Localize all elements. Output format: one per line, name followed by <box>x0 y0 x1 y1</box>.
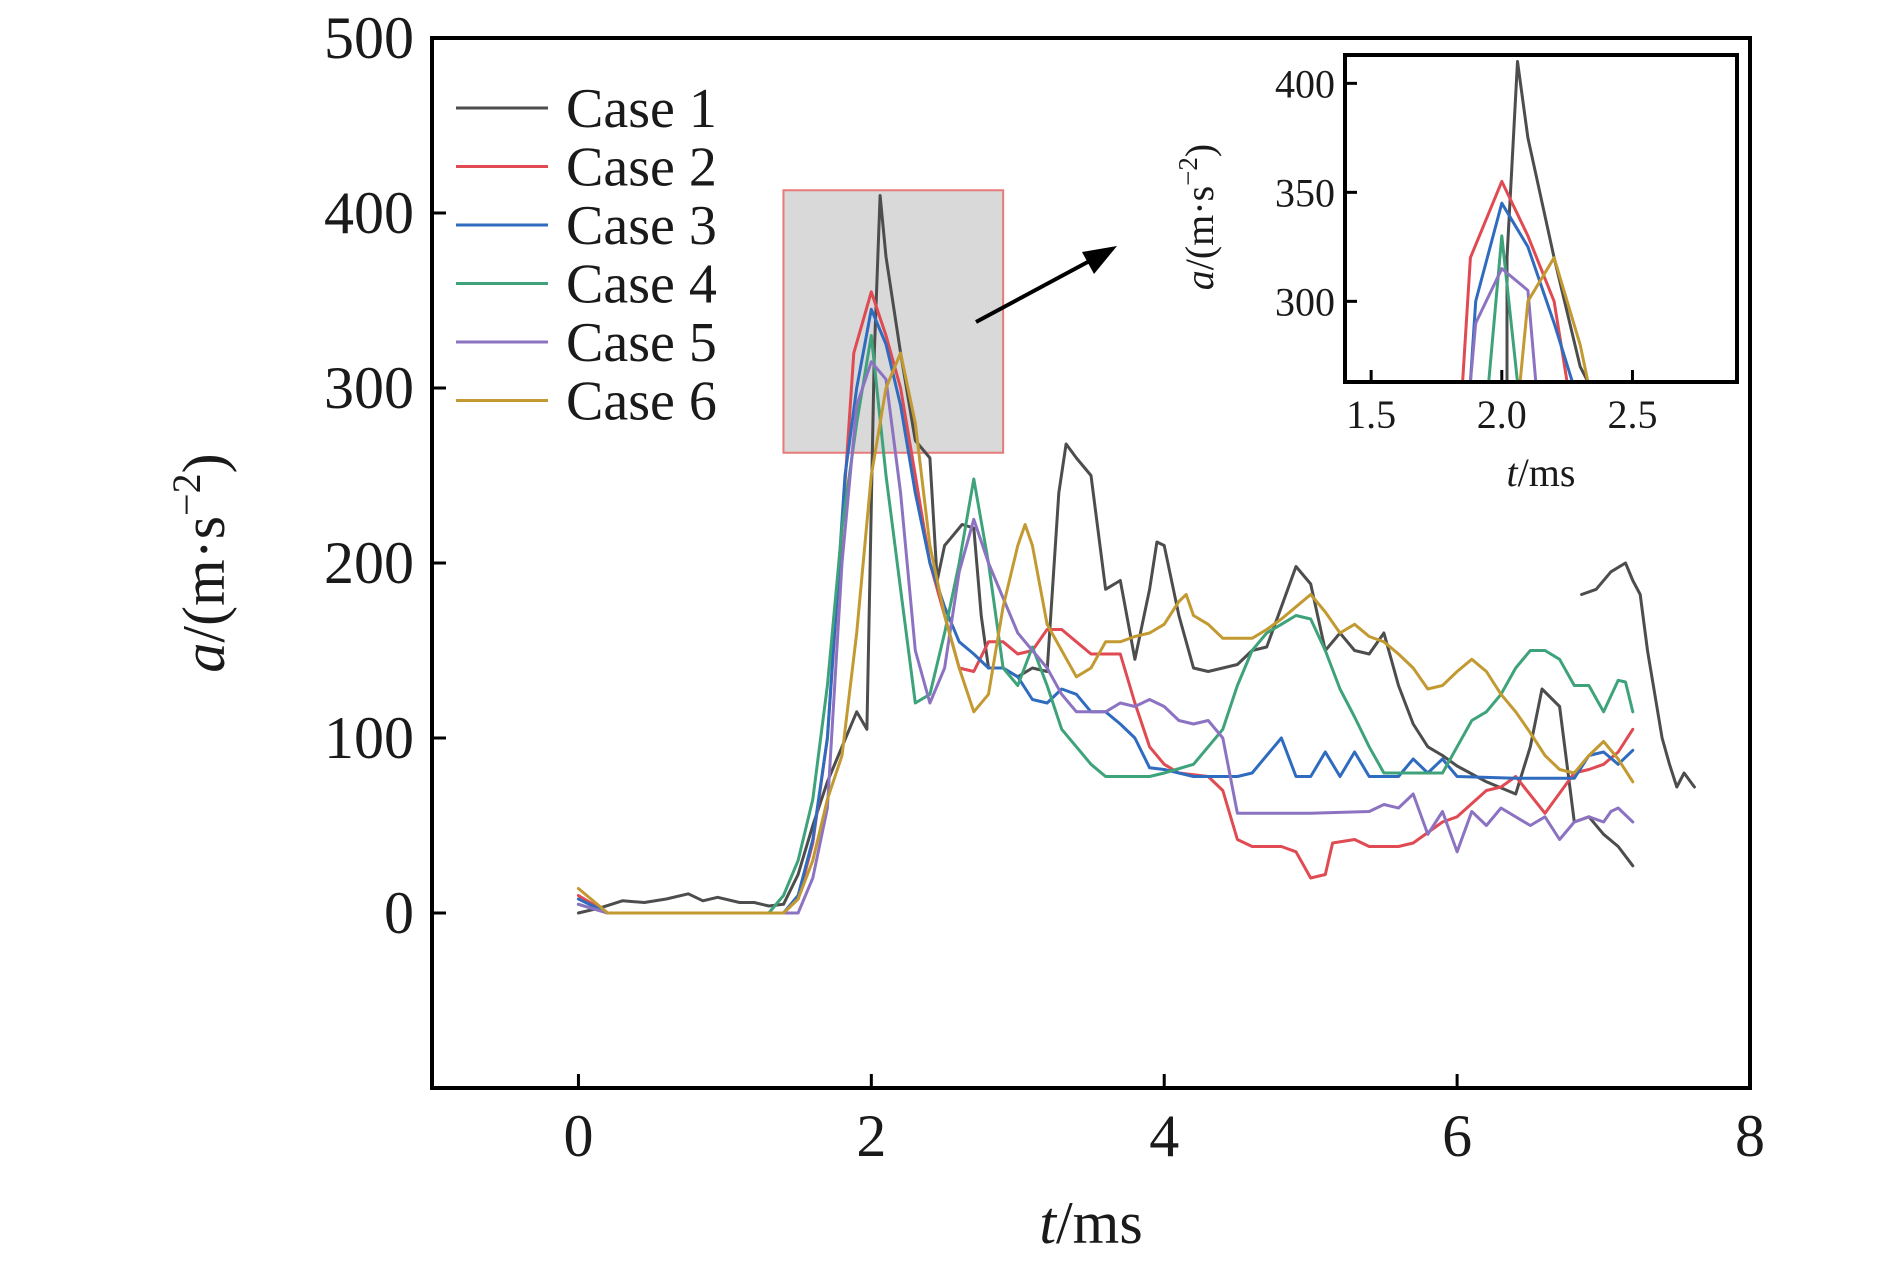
inset-series-line-6 <box>1518 256 1590 384</box>
main-series-line-5 <box>576 334 1635 915</box>
main-y-axis-title: a/(m·s−2) <box>164 453 237 672</box>
legend-label-case-5: Case 5 <box>566 312 717 374</box>
legend-label-case-4: Case 4 <box>566 254 717 316</box>
zoom-arrow <box>975 246 1117 324</box>
main-x-tick-label: 0 <box>563 1103 593 1169</box>
main-series-line-1 <box>576 194 1635 915</box>
main-series-line-7 <box>576 351 1635 915</box>
main-series-line-2 <box>1580 561 1696 789</box>
inset-chart: 1.5 2.0 2.5 300 350 400 t/ms a/(m·s−2) <box>1173 53 1739 495</box>
main-series-line-6 <box>576 360 1635 915</box>
main-series-line-3 <box>576 290 1635 915</box>
inset-y-tick-label: 350 <box>1275 170 1335 215</box>
inset-y-axis-title: a/(m·s−2) <box>1173 144 1222 291</box>
inset-y-tick-label: 300 <box>1275 279 1335 324</box>
main-x-tick-label: 8 <box>1735 1103 1765 1169</box>
inset-plot-frame <box>1343 53 1739 384</box>
main-x-axis-title: t/ms <box>1039 1190 1142 1256</box>
main-chart: 0 2 4 6 8 0 100 200 300 400 500 t/ms a/(m·s−2) Ca… <box>164 5 1765 1256</box>
legend-label-case-3: Case 3 <box>566 195 717 257</box>
inset-y-tick-label: 400 <box>1275 61 1335 106</box>
main-x-tick-label: 4 <box>1149 1103 1179 1169</box>
main-y-tick-label: 200 <box>324 530 414 596</box>
legend-label-case-2: Case 2 <box>566 137 717 199</box>
inset-x-tick-label: 2.0 <box>1477 392 1527 437</box>
inset-series-line-1 <box>1505 60 1590 384</box>
main-y-tick-label: 100 <box>324 705 414 771</box>
inset-series-group <box>1461 60 1590 384</box>
inset-x-tick-label: 2.5 <box>1607 392 1657 437</box>
inset-x-ticks: 1.5 2.0 2.5 <box>1346 370 1657 437</box>
main-x-tick-label: 6 <box>1442 1103 1472 1169</box>
inset-series-line-4 <box>1487 234 1519 384</box>
inset-x-axis-title: t/ms <box>1507 450 1576 495</box>
legend-label-case-1: Case 1 <box>566 78 717 140</box>
inset-background <box>1345 55 1737 382</box>
main-x-tick-label: 2 <box>856 1103 886 1169</box>
inset-series-line-5 <box>1468 267 1538 384</box>
main-series-line-4 <box>576 307 1635 915</box>
inset-x-tick-label: 1.5 <box>1346 392 1396 437</box>
main-y-tick-label: 400 <box>324 180 414 246</box>
main-y-ticks: 0 100 200 300 400 500 <box>324 5 446 946</box>
main-y-tick-label: 0 <box>384 880 414 946</box>
zoom-highlight-region <box>782 189 1005 454</box>
main-series-group <box>576 194 1696 915</box>
inset-series-line-2 <box>1461 179 1569 384</box>
main-y-tick-label: 500 <box>324 5 414 71</box>
main-x-ticks: 0 2 4 6 8 <box>563 1074 1765 1169</box>
main-y-tick-label: 300 <box>324 355 414 421</box>
legend-label-case-6: Case 6 <box>566 371 717 433</box>
inset-series-line-3 <box>1468 201 1574 384</box>
inset-y-ticks: 300 350 400 <box>1275 61 1357 324</box>
